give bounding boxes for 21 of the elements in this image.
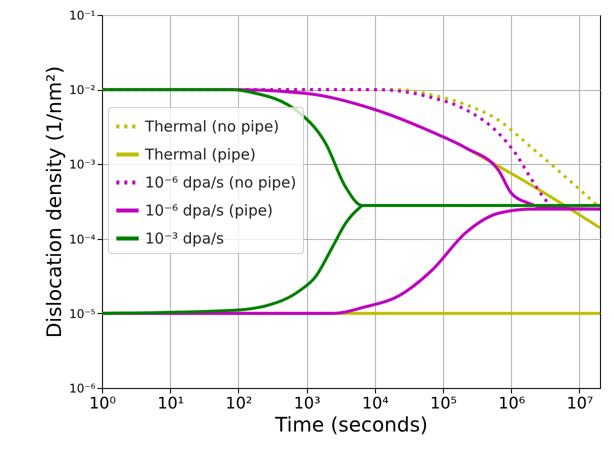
legend-label: 10⁻⁶ dpa/s (pipe) — [145, 202, 273, 220]
x-tick-label: 10⁶ — [498, 394, 526, 412]
x-tick-label: 10⁴ — [362, 394, 389, 412]
x-tick-label: 10⁵ — [430, 394, 457, 412]
x-tick-label: 10⁷ — [566, 394, 594, 412]
y-tick-label: 10⁻¹ — [69, 8, 96, 22]
y-axis-title: Dislocation density (1/nm²) — [42, 66, 66, 338]
y-tick-label: 10⁻² — [69, 83, 96, 98]
x-tick-label: 10³ — [294, 394, 321, 412]
legend-label: Thermal (no pipe) — [144, 118, 280, 136]
y-tick-label: 10⁻⁴ — [69, 232, 96, 246]
y-tick-label: 10⁻⁶ — [69, 382, 96, 396]
legend-label: 10⁻⁶ dpa/s (no pipe) — [145, 174, 296, 192]
x-tick-label: 10¹ — [157, 394, 184, 412]
legend-label: Thermal (pipe) — [144, 146, 256, 164]
y-tick-label: 10⁻⁵ — [69, 306, 96, 321]
x-tick-label: 10⁰ — [89, 394, 116, 412]
y-tick-label: 10⁻³ — [69, 158, 96, 172]
legend-label: 10⁻³ dpa/s — [145, 230, 224, 248]
x-tick-label: 10² — [226, 394, 252, 412]
x-axis-title: Time (seconds) — [274, 412, 428, 436]
